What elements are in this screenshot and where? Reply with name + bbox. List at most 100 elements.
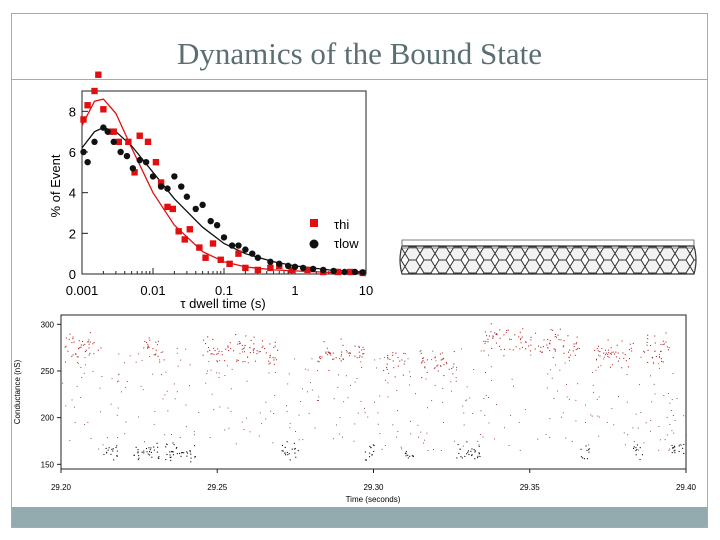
trace-sample-low (149, 451, 151, 453)
trace-sample-transition (424, 439, 425, 441)
trace-sample-transition (455, 380, 457, 382)
trace-sample-high (68, 338, 70, 340)
trace-sample-transition (417, 424, 419, 426)
trace-sample-high (506, 330, 508, 332)
trace-sample-high (421, 357, 423, 359)
trace-sample-high (354, 345, 356, 347)
trace-sample-transition (397, 431, 399, 432)
trace-sample-low (116, 445, 118, 447)
trace-sample-high (509, 338, 511, 340)
trace-sample-high (401, 359, 403, 361)
trace-sample-low (186, 451, 188, 453)
trace-sample-high (574, 354, 576, 356)
trace-sample-high (274, 341, 276, 343)
trace-sample-high (227, 346, 229, 348)
trace-sample-high (631, 350, 633, 352)
trace-sample-low (108, 447, 110, 449)
trace-sample-low (186, 455, 188, 457)
trace-sample-low (137, 451, 139, 453)
trace-sample-high (332, 352, 334, 354)
trace-sample-high (665, 332, 667, 334)
y-tick-label: 2 (69, 226, 76, 241)
trace-sample-high (570, 354, 572, 356)
trace-sample-low (149, 449, 151, 451)
trace-sample-transition (154, 410, 156, 412)
trace-sample-low (135, 446, 137, 448)
trace-sample-transition (270, 410, 272, 412)
trace-sample-transition (456, 369, 457, 371)
trace-sample-high (424, 367, 426, 369)
trace-sample-high (354, 355, 356, 357)
trace-sample-transition (338, 374, 340, 376)
trace-sample-high (358, 356, 360, 358)
trace-sample-high (326, 347, 328, 349)
trace-sample-high (629, 343, 631, 345)
trace-sample-transition (488, 354, 489, 356)
trace-sample-high (627, 366, 629, 368)
trace-sample-transition (603, 358, 605, 360)
trace-sample-transition (221, 351, 223, 352)
trace-sample-transition (218, 372, 220, 374)
trace-sample-high (389, 358, 391, 360)
trace-sample-transition (98, 448, 100, 450)
trace-sample-high (554, 336, 556, 338)
trace-sample-high (572, 350, 574, 352)
trace-sample-high (535, 332, 537, 334)
trace-sample-low (297, 450, 299, 452)
trace-sample-transition (650, 375, 651, 377)
trace-sample-high (451, 368, 453, 370)
trace-sample-high (386, 363, 388, 365)
trace-sample-transition (230, 388, 232, 390)
trace-sample-high (252, 348, 254, 350)
trace-sample-low (145, 448, 147, 450)
trace-sample-transition (259, 412, 261, 414)
trace-sample-high (556, 336, 558, 338)
trace-sample-low (189, 451, 191, 453)
trace-sample-transition (289, 427, 291, 429)
trace-sample-high (422, 360, 424, 362)
trace-sample-high (609, 353, 611, 355)
trace-sample-transition (613, 424, 615, 426)
trace-sample-transition (142, 389, 144, 391)
trace-sample-high (597, 345, 599, 347)
trace-sample-high (452, 366, 454, 368)
trace-sample-high (403, 363, 405, 365)
trace-sample-high (237, 343, 239, 345)
trace-sample-high (64, 346, 66, 348)
trace-sample-low (585, 445, 587, 447)
trace-sample-transition (396, 390, 398, 391)
trace-sample-low (636, 444, 638, 446)
trace-sample-transition (117, 437, 119, 438)
trace-sample-transition (585, 404, 586, 406)
trace-sample-low (467, 451, 469, 453)
trace-sample-high (404, 360, 406, 362)
x-tick-label: 10 (359, 283, 373, 298)
trace-sample-low (673, 447, 675, 449)
trace-sample-high (73, 341, 75, 343)
trace-sample-transition (90, 438, 92, 439)
slide-title: Dynamics of the Bound State (176, 36, 543, 71)
trace-sample-low (580, 448, 582, 450)
trace-sample-transition (598, 354, 600, 356)
trace-sample-high (608, 349, 610, 351)
trace-sample-low (673, 445, 675, 447)
trace-sample-transition (442, 401, 444, 403)
point-low (164, 185, 171, 192)
trace-sample-transition (126, 381, 128, 382)
point-hi (267, 264, 274, 272)
trace-sample-low (678, 445, 680, 447)
trace-sample-high (616, 344, 618, 346)
trace-sample-high (227, 345, 229, 347)
trace-sample-transition (549, 436, 551, 438)
trace-sample-high (488, 335, 490, 337)
trace-sample-transition (332, 438, 334, 440)
y-tick-label: 6 (69, 145, 76, 160)
conductance-y-label: Conductance (nS) (13, 359, 22, 424)
dwell-points (80, 71, 366, 277)
trace-sample-transition (265, 418, 267, 420)
trace-sample-high (426, 359, 428, 361)
trace-sample-transition (342, 436, 343, 438)
trace-sample-high (328, 369, 330, 371)
trace-sample-high (607, 353, 609, 355)
trace-sample-transition (561, 416, 562, 418)
